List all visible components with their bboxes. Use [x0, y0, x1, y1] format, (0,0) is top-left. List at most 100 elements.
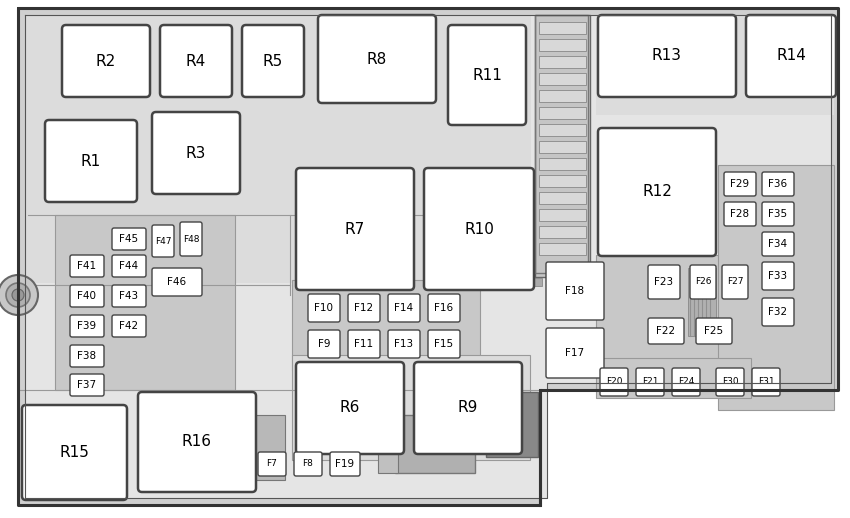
Text: F19: F19 [336, 459, 354, 469]
Text: F42: F42 [120, 321, 139, 331]
Text: F46: F46 [167, 277, 186, 287]
FancyBboxPatch shape [752, 368, 780, 396]
FancyBboxPatch shape [598, 128, 716, 256]
FancyBboxPatch shape [70, 374, 104, 396]
Bar [539, 209, 586, 221]
FancyBboxPatch shape [308, 294, 340, 322]
FancyBboxPatch shape [62, 25, 150, 97]
Text: F7: F7 [267, 459, 277, 468]
Text: F43: F43 [120, 291, 139, 301]
Text: F31: F31 [757, 378, 774, 386]
Text: R1: R1 [81, 153, 101, 168]
Bar [535, 15, 588, 273]
Bar [596, 15, 834, 115]
FancyBboxPatch shape [70, 315, 104, 337]
FancyBboxPatch shape [724, 202, 756, 226]
Bar [486, 392, 538, 457]
Text: R7: R7 [345, 222, 366, 237]
Text: R12: R12 [642, 184, 672, 199]
Text: F36: F36 [768, 179, 788, 189]
Bar [395, 415, 475, 473]
Text: R5: R5 [263, 53, 283, 68]
FancyBboxPatch shape [112, 255, 146, 277]
Bar [539, 158, 586, 170]
Bar [596, 255, 796, 375]
FancyBboxPatch shape [296, 168, 414, 290]
Bar [718, 165, 834, 410]
Bar [534, 278, 542, 286]
Text: R16: R16 [182, 435, 212, 450]
FancyBboxPatch shape [160, 25, 232, 97]
Text: F28: F28 [730, 209, 750, 219]
FancyBboxPatch shape [152, 268, 202, 296]
Text: F21: F21 [642, 378, 658, 386]
FancyBboxPatch shape [600, 368, 628, 396]
FancyBboxPatch shape [672, 368, 700, 396]
Text: F45: F45 [120, 234, 139, 244]
Text: R8: R8 [367, 51, 387, 66]
FancyBboxPatch shape [294, 452, 322, 476]
Text: F9: F9 [318, 339, 331, 349]
Bar [539, 56, 586, 68]
Bar [556, 278, 564, 286]
Text: F14: F14 [394, 303, 414, 313]
Text: F30: F30 [722, 378, 739, 386]
Bar [378, 428, 398, 473]
FancyBboxPatch shape [598, 15, 736, 97]
Text: F32: F32 [768, 307, 788, 317]
Bar [55, 215, 235, 390]
FancyBboxPatch shape [348, 294, 380, 322]
FancyBboxPatch shape [762, 262, 794, 290]
Text: F8: F8 [303, 459, 314, 468]
Text: F20: F20 [606, 378, 622, 386]
Circle shape [0, 275, 38, 315]
Polygon shape [25, 15, 831, 498]
Text: R15: R15 [60, 445, 89, 460]
Circle shape [6, 283, 30, 307]
Text: R9: R9 [458, 400, 479, 415]
FancyBboxPatch shape [724, 172, 756, 196]
Text: F16: F16 [434, 303, 454, 313]
FancyBboxPatch shape [70, 285, 104, 307]
FancyBboxPatch shape [152, 112, 240, 194]
FancyBboxPatch shape [22, 405, 127, 500]
FancyBboxPatch shape [648, 318, 684, 344]
Text: F41: F41 [77, 261, 97, 271]
Text: R2: R2 [96, 53, 116, 68]
Text: F44: F44 [120, 261, 139, 271]
Bar [539, 22, 586, 34]
FancyBboxPatch shape [45, 120, 137, 202]
Text: F23: F23 [654, 277, 673, 287]
Text: R14: R14 [776, 49, 806, 64]
Text: F35: F35 [768, 209, 788, 219]
Text: F37: F37 [77, 380, 97, 390]
FancyBboxPatch shape [242, 25, 304, 97]
Text: F26: F26 [694, 278, 711, 286]
FancyBboxPatch shape [746, 15, 836, 97]
FancyBboxPatch shape [636, 368, 664, 396]
Text: F33: F33 [768, 271, 788, 281]
FancyBboxPatch shape [448, 25, 526, 125]
Text: F40: F40 [77, 291, 97, 301]
Bar [539, 243, 586, 255]
FancyBboxPatch shape [348, 330, 380, 358]
Text: F38: F38 [77, 351, 97, 361]
FancyBboxPatch shape [762, 298, 794, 326]
Text: F27: F27 [727, 278, 743, 286]
Text: F39: F39 [77, 321, 97, 331]
FancyBboxPatch shape [428, 294, 460, 322]
FancyBboxPatch shape [296, 362, 404, 454]
Circle shape [12, 289, 24, 301]
Text: R3: R3 [186, 146, 207, 161]
FancyBboxPatch shape [414, 362, 522, 454]
Text: F34: F34 [768, 239, 788, 249]
Bar [539, 175, 586, 187]
Text: F15: F15 [434, 339, 454, 349]
Bar [539, 192, 586, 204]
Text: F22: F22 [656, 326, 676, 336]
FancyBboxPatch shape [112, 315, 146, 337]
FancyBboxPatch shape [690, 265, 716, 299]
Bar [292, 355, 530, 460]
FancyBboxPatch shape [70, 345, 104, 367]
FancyBboxPatch shape [70, 255, 104, 277]
